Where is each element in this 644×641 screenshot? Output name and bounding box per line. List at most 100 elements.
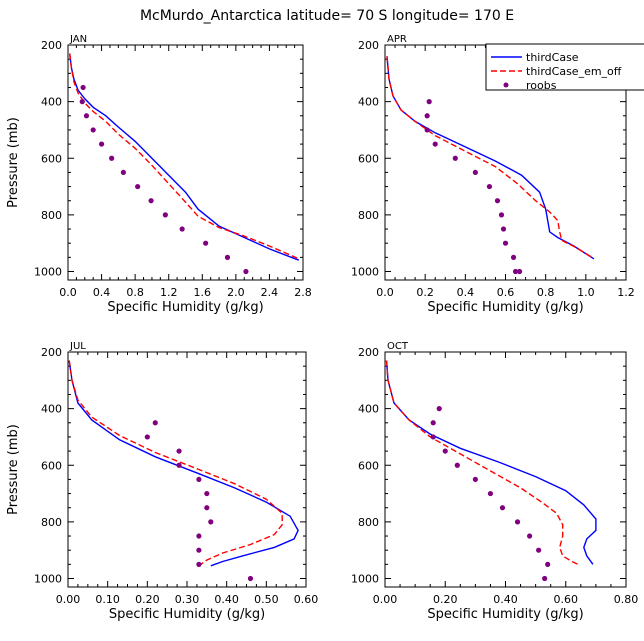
roobs-point <box>452 155 458 161</box>
roobs-point <box>120 169 126 176</box>
roobs-point <box>179 226 185 232</box>
roobs-point <box>144 434 150 440</box>
roobs-point <box>494 198 501 204</box>
x-tick-label: 1.6 <box>194 286 212 299</box>
roobs-point <box>426 99 432 105</box>
x-tick-label: 1.2 <box>160 286 178 299</box>
roobs-point <box>204 490 210 497</box>
panel-label: JAN <box>69 34 87 45</box>
roobs-point <box>510 254 517 260</box>
x-tick-label: 0.6 <box>497 286 515 299</box>
y-tick-label: 600 <box>41 459 62 472</box>
y-axis-label: Pressure (mb) <box>6 424 21 515</box>
x-tick-label: 0.40 <box>214 593 239 606</box>
x-tick-label: 0.20 <box>433 593 458 606</box>
y-tick-label: 400 <box>358 403 379 416</box>
roobs-point <box>79 99 85 105</box>
roobs-point <box>536 547 542 553</box>
x-tick-label: 0.80 <box>614 593 639 606</box>
panel-label: APR <box>387 34 407 45</box>
roobs-point <box>542 575 548 582</box>
panel-oct: OCT 0.00 0.20 0.40 0.60 0.80 200 400 600 800 1000 S… <box>351 341 638 622</box>
roobs-point <box>424 127 430 133</box>
x-tick-label: 2.8 <box>294 286 312 299</box>
roobs-point <box>90 127 96 133</box>
roobs-point <box>208 519 214 525</box>
y-tick-label: 200 <box>41 346 62 359</box>
x-axis-label: Specific Humidity (g/kg) <box>107 300 263 315</box>
x-axis-label: Specific Humidity (g/kg) <box>427 607 583 622</box>
x-tick-label: 0.8 <box>126 286 144 299</box>
roobs-point <box>224 254 231 260</box>
roobs-point <box>430 434 436 440</box>
roobs-point <box>135 183 141 190</box>
x-tick-label: 0.00 <box>56 593 81 606</box>
roobs-point <box>454 462 460 468</box>
plot-frame <box>384 351 627 588</box>
legend-label-roobs: roobs <box>526 79 557 92</box>
roobs-point <box>516 268 523 275</box>
roobs-point <box>196 547 202 553</box>
y-tick-label: 800 <box>358 516 379 529</box>
y-tick-label: 200 <box>358 346 379 359</box>
roobs-point <box>98 141 105 147</box>
roobs-point <box>472 169 478 176</box>
x-tick-label: 0.0 <box>59 286 77 299</box>
x-tick-label: 0.60 <box>294 593 319 606</box>
roobs-point <box>176 462 182 468</box>
y-tick-label: 1000 <box>351 266 379 279</box>
roobs-point <box>436 406 442 412</box>
roobs-point <box>247 575 254 582</box>
roobs-point <box>512 268 519 275</box>
legend-box <box>485 43 644 91</box>
legend-marker-roobs <box>503 82 509 88</box>
roobs-point <box>545 561 551 567</box>
roobs-point <box>196 533 202 539</box>
series-line-thirdcase-em-off <box>69 53 300 260</box>
y-tick-label: 800 <box>41 516 62 529</box>
roobs-point <box>499 505 506 511</box>
roobs-point <box>176 448 182 454</box>
roobs-point <box>196 476 202 483</box>
roobs-point <box>196 561 202 567</box>
roobs-point <box>500 226 507 232</box>
x-tick-label: 1.0 <box>577 286 595 299</box>
roobs-point <box>502 240 509 246</box>
series-line-thirdcase <box>68 360 299 567</box>
roobs-point <box>432 141 438 147</box>
roobs-point <box>430 420 436 426</box>
x-tick-label: 0.8 <box>537 286 555 299</box>
series-line-thirdcase <box>385 360 597 565</box>
roobs-point <box>80 84 86 91</box>
x-tick-label: 0.00 <box>373 593 398 606</box>
y-tick-label: 600 <box>358 459 379 472</box>
legend-label-thirdcase: thirdCase <box>526 51 579 64</box>
y-axis-label: Pressure (mb) <box>6 117 21 208</box>
legend: thirdCase thirdCase_em_off roobs <box>485 43 644 92</box>
roobs-point <box>424 113 430 119</box>
series-line-thirdcase-em-off <box>68 360 283 567</box>
x-tick-label: 0.30 <box>175 593 200 606</box>
y-tick-label: 400 <box>41 403 62 416</box>
x-axis-label: Specific Humidity (g/kg) <box>109 607 265 622</box>
y-tick-label: 400 <box>358 96 379 109</box>
y-tick-label: 800 <box>41 209 62 222</box>
x-tick-label: 0.4 <box>93 286 111 299</box>
y-tick-label: 400 <box>41 96 62 109</box>
legend-label-em-off: thirdCase_em_off <box>526 65 622 78</box>
y-tick-label: 800 <box>358 209 379 222</box>
roobs-point <box>487 490 494 497</box>
y-tick-label: 1000 <box>34 573 62 586</box>
roobs-point <box>148 198 154 204</box>
panel-apr: APR 0.0 0.2 0.4 0.6 0.8 1.0 1.2 200 400 600 800 1000… <box>351 34 635 315</box>
roobs-point <box>109 155 115 161</box>
roobs-point <box>486 183 493 190</box>
y-tick-label: 200 <box>41 39 62 52</box>
panel-jan: JAN 0.0 0.4 0.8 1.2 1.6 2.0 2.4 2.8 200 400 600 800 1… <box>6 34 312 315</box>
panel-label: JUL <box>69 341 86 352</box>
x-axis-label: Specific Humidity (g/kg) <box>427 300 583 315</box>
panel-label: OCT <box>387 341 409 352</box>
roobs-point <box>152 420 158 426</box>
x-tick-label: 0.20 <box>135 593 160 606</box>
x-tick-label: 0.10 <box>95 593 120 606</box>
